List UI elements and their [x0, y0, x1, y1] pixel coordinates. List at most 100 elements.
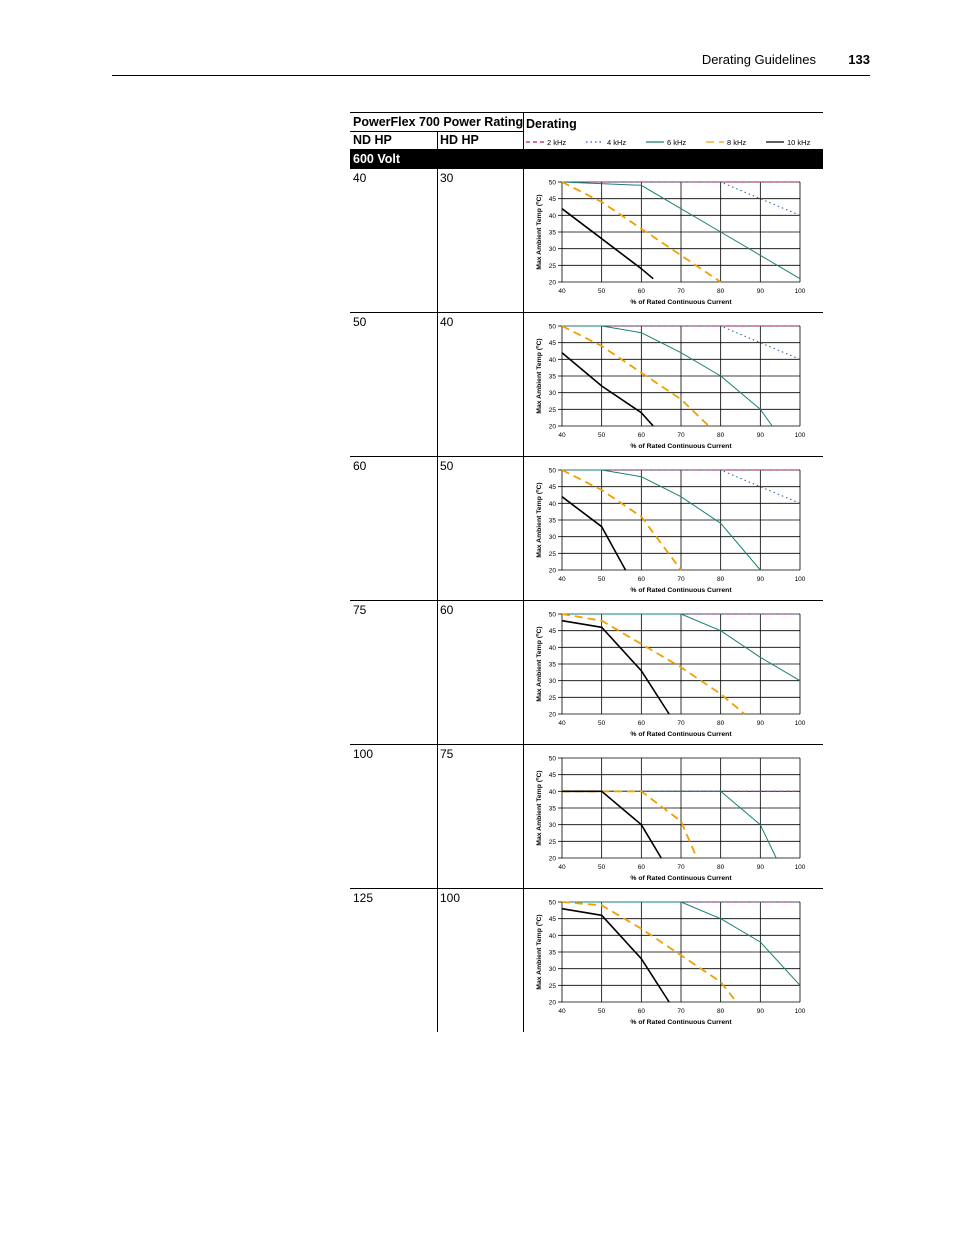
x-tick-label: 50 [598, 864, 606, 871]
y-tick-label: 50 [549, 756, 557, 763]
x-tick-label: 70 [677, 864, 685, 871]
y-tick-label: 25 [549, 551, 557, 558]
series-line-8khz [561, 613, 746, 715]
y-tick-label: 45 [549, 340, 557, 347]
rating-rows: 40 30 20 25 30 35 40 45 50 40 50 60 70 80 90 100 % of Ra… [350, 169, 823, 1032]
series-line-8khz [561, 325, 710, 427]
hd-hp-value: 50 [440, 459, 454, 473]
x-tick-label: 90 [757, 720, 765, 727]
derating-chart: 20 25 30 35 40 45 50 40 50 60 70 80 90 100 % of Rated … [536, 756, 806, 883]
table-top-rule [350, 112, 823, 113]
y-tick-label: 30 [549, 534, 557, 541]
x-tick-label: 80 [717, 720, 725, 727]
col-divider-nd-hd [437, 169, 438, 313]
x-tick-label: 60 [638, 576, 646, 583]
y-tick-label: 50 [549, 324, 557, 331]
x-tick-label: 80 [717, 432, 725, 439]
nd-hp-value: 40 [353, 171, 367, 185]
y-tick-label: 40 [549, 357, 557, 364]
y-tick-label: 20 [549, 856, 557, 863]
legend-label: 10 kHz [787, 138, 811, 147]
derating-header: Derating [526, 117, 577, 131]
rating-row: 60 50 20 25 30 35 40 45 50 40 50 60 70 80 90 100 % of Ra… [350, 457, 823, 601]
x-tick-label: 80 [717, 1008, 725, 1015]
rating-row: 125 100 20 25 30 35 40 45 50 40 50 60 70 80 90 100 % of … [353, 889, 806, 1032]
x-tick-label: 100 [795, 864, 806, 871]
y-tick-label: 20 [549, 568, 557, 575]
row-separator [350, 744, 823, 745]
x-axis-label: % of Rated Continuous Current [630, 443, 732, 450]
derating-table-svg: PowerFlex 700 Power Rating ND HP HD HP D… [350, 112, 823, 1032]
table-rules [350, 112, 823, 169]
y-tick-label: 40 [549, 213, 557, 220]
series-line-10khz [561, 907, 670, 1003]
col-divider-nd-hd [437, 457, 438, 601]
x-tick-label: 40 [558, 576, 566, 583]
series-line-6khz [561, 181, 801, 280]
section-label: 600 Volt [353, 152, 401, 166]
x-tick-label: 40 [558, 432, 566, 439]
y-tick-label: 50 [549, 900, 557, 907]
hd-hp-value: 40 [440, 315, 454, 329]
y-tick-label: 25 [549, 407, 557, 414]
x-tick-label: 70 [677, 720, 685, 727]
y-tick-label: 35 [549, 950, 557, 957]
series-line-6khz [562, 469, 761, 571]
x-tick-label: 50 [598, 576, 606, 583]
legend-label: 8 kHz [727, 138, 746, 147]
x-tick-label: 70 [677, 576, 685, 583]
x-tick-label: 100 [795, 576, 806, 583]
hd-hp-value: 30 [440, 171, 454, 185]
x-tick-label: 100 [795, 1008, 806, 1015]
col-divider-derating [523, 169, 524, 313]
nd-hp-header: ND HP [353, 133, 392, 147]
y-tick-label: 45 [549, 196, 557, 203]
x-axis-label: % of Rated Continuous Current [630, 587, 732, 594]
derating-chart: 20 25 30 35 40 45 50 40 50 60 70 80 90 100 % of Rated … [536, 900, 806, 1027]
series-line-6khz [562, 901, 801, 986]
x-tick-label: 70 [677, 432, 685, 439]
x-tick-label: 40 [558, 864, 566, 871]
x-tick-label: 70 [677, 1008, 685, 1015]
y-tick-label: 35 [549, 518, 557, 525]
x-tick-label: 100 [795, 720, 806, 727]
y-tick-label: 30 [549, 678, 557, 685]
x-tick-label: 40 [558, 720, 566, 727]
x-tick-label: 80 [717, 576, 725, 583]
x-tick-label: 100 [795, 288, 806, 295]
series-line-10khz [561, 496, 627, 571]
y-tick-label: 50 [549, 180, 557, 187]
series-line-8khz [561, 469, 682, 571]
nd-hp-value: 50 [353, 315, 367, 329]
y-tick-label: 45 [549, 916, 557, 923]
y-tick-label: 45 [549, 628, 557, 635]
series-line-8khz [561, 181, 722, 283]
x-tick-label: 90 [757, 1008, 765, 1015]
col-divider-derating [523, 457, 524, 601]
page-number: 133 [848, 52, 870, 67]
y-tick-label: 45 [549, 484, 557, 491]
x-tick-label: 100 [795, 432, 806, 439]
x-tick-label: 90 [757, 864, 765, 871]
series-line-4khz [562, 469, 801, 504]
x-tick-label: 60 [638, 864, 646, 871]
hd-hp-header: HD HP [440, 133, 479, 147]
x-tick-label: 60 [638, 720, 646, 727]
running-header-title: Derating Guidelines [701, 52, 816, 67]
x-axis-label: % of Rated Continuous Current [630, 731, 732, 738]
y-tick-label: 25 [549, 263, 557, 270]
series-line-4khz [562, 181, 801, 216]
series-line-10khz [561, 619, 670, 715]
nd-hp-value: 100 [353, 747, 373, 761]
col-divider-nd-hd [437, 313, 438, 457]
series-line-10khz [562, 790, 662, 859]
x-tick-label: 40 [558, 288, 566, 295]
y-tick-label: 25 [549, 983, 557, 990]
y-tick-label: 50 [549, 468, 557, 475]
x-tick-label: 50 [598, 720, 606, 727]
y-tick-label: 30 [549, 246, 557, 253]
rating-row: 40 30 20 25 30 35 40 45 50 40 50 60 70 80 90 100 % of Ra… [350, 169, 823, 313]
y-axis-label: Max Ambient Temp (ºC) [536, 914, 543, 989]
x-tick-label: 90 [757, 288, 765, 295]
